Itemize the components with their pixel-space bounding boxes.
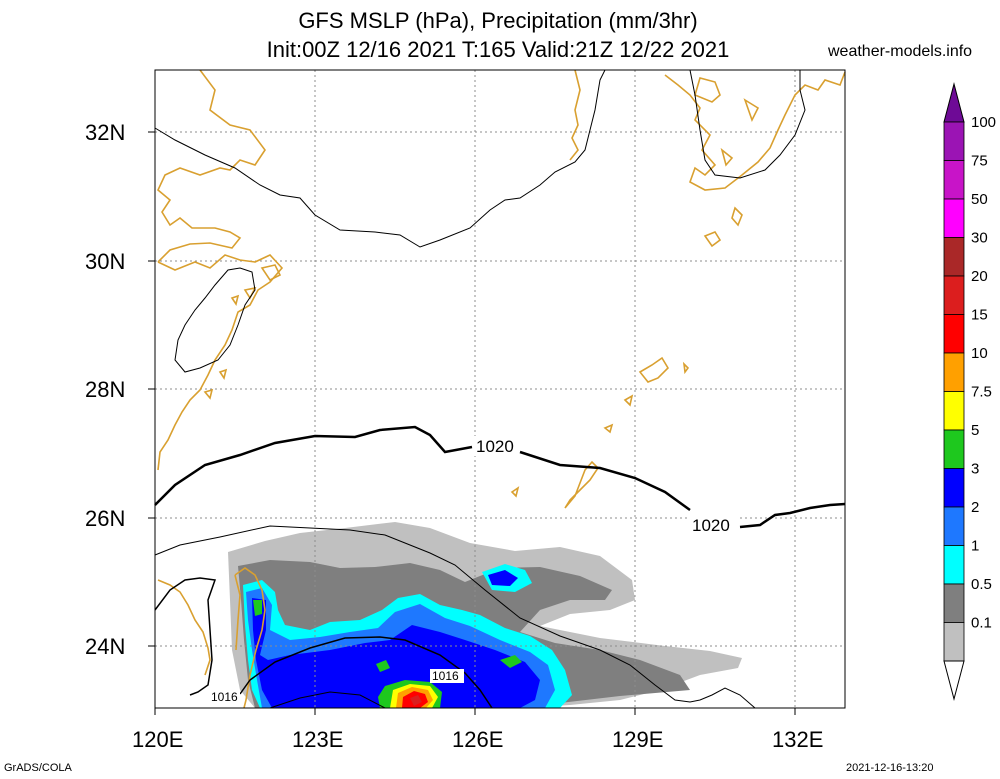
colorbar-label: 1 [971, 538, 979, 555]
precip-shading [228, 522, 742, 708]
lon-label-123e: 123E [292, 727, 343, 752]
precip-area-green-2 [500, 655, 522, 668]
coast-amami [623, 356, 690, 407]
coast-chusan-islands [203, 286, 257, 400]
lat-label-28n: 28N [85, 377, 125, 402]
isobar-north-right [689, 69, 806, 179]
lon-label-120e: 120E [132, 727, 183, 752]
colorbar-label: 0.5 [971, 576, 992, 593]
colorbar-swatch [943, 468, 965, 508]
colorbar-label: 7.5 [971, 384, 992, 401]
coast-zhoushan [260, 264, 282, 282]
colorbar-swatch [943, 121, 965, 161]
coast-japan-detail [694, 77, 760, 167]
colorbar-swatch [943, 198, 965, 238]
latitude-labels: 32N 30N 28N 26N 24N [85, 120, 125, 659]
footer-software: GrADS/COLA [4, 762, 72, 774]
coast-korea-jeju [569, 69, 581, 161]
colorbar-label: 15 [971, 307, 988, 324]
colorbar-label: 20 [971, 268, 988, 285]
lat-label-30n: 30N [85, 249, 125, 274]
lat-label-26n: 26N [85, 506, 125, 531]
colorbar-label: 0.1 [971, 615, 992, 632]
footer-timestamp: 2021-12-16-13:20 [846, 762, 934, 774]
colorbar-swatch [943, 352, 965, 392]
colorbar-swatch [943, 429, 965, 469]
lat-label-32n: 32N [85, 120, 125, 145]
colorbar-swatch [943, 314, 965, 354]
chart-subtitle: Init:00Z 12/16 2021 T:165 Valid:21Z 12/2… [266, 37, 730, 62]
isobar-labels: 1020 1020 1016 1016 [210, 436, 738, 704]
isobar-label-1016-b: 1016 [211, 690, 238, 704]
colorbar-label: 10 [971, 345, 988, 362]
isobar-south-2 [154, 577, 217, 696]
colorbar-label: 3 [971, 461, 979, 478]
colorbar-label: 100 [971, 114, 996, 131]
precip-area-blue-3 [488, 570, 518, 586]
colorbar-swatch [943, 506, 965, 546]
chart-title: GFS MSLP (hPa), Precipitation (mm/3hr) [298, 8, 698, 33]
colorbar-label: 30 [971, 230, 988, 247]
colorbar-swatch [943, 275, 965, 315]
precip-area-dark-blue [252, 598, 540, 708]
isobar-north-thin [154, 69, 606, 248]
graticule [155, 70, 845, 708]
colorbar-swatch [943, 160, 965, 200]
colorbar-swatch [943, 237, 965, 277]
colorbar-label: 50 [971, 191, 988, 208]
colorbar-swatch [943, 545, 965, 585]
lon-label-132e: 132E [772, 727, 823, 752]
map-frame [148, 69, 846, 715]
coast-china-south [157, 579, 211, 676]
isobar-low-closed [174, 267, 256, 373]
colorbar-label: 5 [971, 422, 979, 439]
isobar-label-1020-b: 1020 [692, 516, 730, 535]
precip-area-green-3 [376, 660, 390, 672]
isobar-1016 [239, 636, 493, 709]
colorbar-swatch [943, 391, 965, 431]
lon-label-129e: 129E [612, 727, 663, 752]
isobars [154, 69, 846, 709]
isobar-label-1020-a: 1020 [476, 437, 514, 456]
isobar-1020-thick [154, 425, 846, 529]
colorbar-swatch [943, 622, 965, 662]
colorbar-bottom-arrow [943, 660, 965, 701]
coast-okinawa [510, 423, 614, 509]
precip-area-green [253, 600, 262, 616]
coast-taiwan [234, 567, 266, 709]
isobar-south-1 [154, 525, 756, 709]
isobar-1016-inner [269, 691, 386, 709]
coast-japan-kyushu [664, 71, 846, 191]
isobar-label-1016-a: 1016 [432, 669, 459, 683]
lon-label-126e: 126E [452, 727, 503, 752]
colorbar-top-arrow [943, 82, 965, 123]
site-credit: weather-models.info [828, 43, 973, 60]
colorbar-swatch [943, 583, 965, 623]
colorbar-label: 75 [971, 153, 988, 170]
precip-area-dark-red [410, 695, 422, 706]
coast-china-north [157, 69, 266, 263]
lat-label-24n: 24N [85, 634, 125, 659]
colorbar-label: 2 [971, 499, 979, 516]
coast-osumi-islands [703, 206, 743, 248]
colorbar: 100 75 50 30 20 15 10 7.5 5 3 2 1 0.5 0.1 [943, 82, 996, 701]
longitude-labels: 120E 123E 126E 129E 132E [132, 727, 823, 752]
